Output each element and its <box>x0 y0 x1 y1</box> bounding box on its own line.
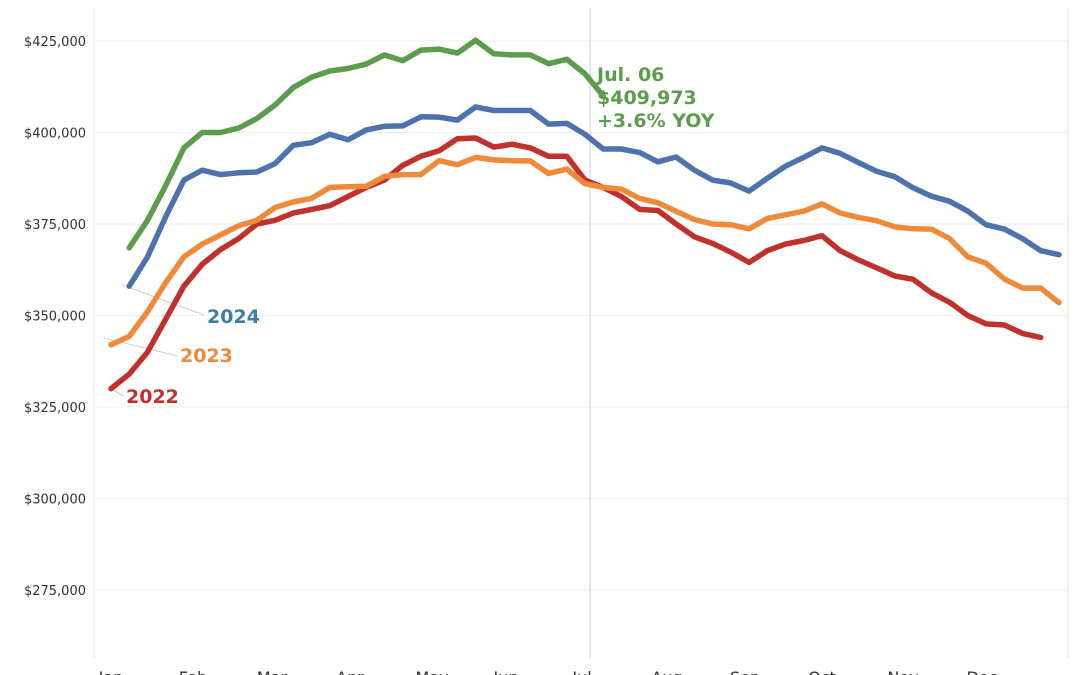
current-value-callout: Jul. 06 $409,973 +3.6% YOY <box>595 64 715 132</box>
x-tick-label: Sep <box>730 668 760 675</box>
series-label-2022: 2022 <box>126 386 179 408</box>
x-tick-label: Apr <box>336 668 364 675</box>
x-tick-label: Jan <box>98 668 124 675</box>
callout-date: Jul. 06 <box>595 64 664 86</box>
y-tick-label: $300,000 <box>24 493 86 508</box>
x-tick-label: Nov <box>887 668 918 675</box>
series-line-current <box>126 37 606 251</box>
y-axis: $275,000 $300,000 $325,000 $350,000 $375,000… <box>24 35 86 599</box>
y-tick-label: $375,000 <box>24 218 86 233</box>
x-tick-label: Oct <box>808 668 836 675</box>
callout-value: $409,973 <box>597 87 697 109</box>
x-tick-label: Feb <box>179 668 207 675</box>
leader-line <box>121 284 205 316</box>
series-line-2022 <box>108 135 1044 392</box>
series-label-2024: 2024 <box>207 306 260 328</box>
series-lines <box>108 37 1062 392</box>
x-tick-label: Jul <box>571 668 591 675</box>
series-line-2024 <box>126 104 1062 289</box>
x-tick-label: Aug <box>651 668 682 675</box>
callout-yoy-change: +3.6% YOY <box>597 110 715 132</box>
y-tick-label: $425,000 <box>24 35 86 50</box>
x-tick-label: Jun <box>493 668 519 675</box>
series-label-2023: 2023 <box>180 345 233 367</box>
y-tick-label: $400,000 <box>24 127 86 142</box>
y-tick-label: $325,000 <box>24 401 86 416</box>
x-tick-label: Dec <box>967 668 998 675</box>
series-labels: 2024 2023 2022 <box>126 306 260 408</box>
x-tick-label: Mar <box>257 668 288 675</box>
x-tick-label: May <box>415 668 448 675</box>
series-line-2023 <box>108 154 1062 348</box>
x-axis: Jan Feb Mar Apr May Jun Jul Aug Sep Oct Nov Dec <box>98 668 998 675</box>
y-tick-label: $275,000 <box>24 584 86 599</box>
y-tick-label: $350,000 <box>24 310 86 325</box>
